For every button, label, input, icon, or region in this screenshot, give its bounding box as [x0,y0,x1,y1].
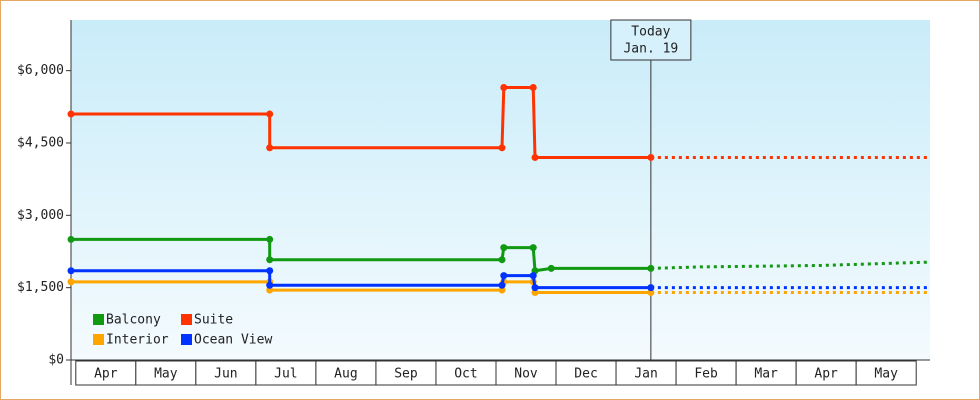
x-tick-label: Nov [514,367,538,382]
point [266,144,274,152]
legend-swatch [181,334,192,345]
point [531,153,539,161]
point [500,84,508,92]
x-tick-label: Sep [394,367,418,382]
point [531,288,539,296]
x-tick-label: May [874,367,898,382]
legend-label: Suite [194,313,233,328]
x-tick-label: Aug [334,367,357,382]
today-box [610,19,692,61]
y-tick-label: $6,000 [17,63,64,78]
point [266,110,274,118]
point [647,288,655,296]
point [498,144,506,152]
x-tick-label: Jan [634,367,657,382]
today-label: Jan. 19 [623,42,678,57]
x-tick-cell [735,360,797,386]
x-tick-cell [255,360,317,386]
point [531,284,539,292]
legend-label: Balcony [106,313,161,328]
series-line [71,86,651,159]
x-tick-label: Dec [574,367,597,382]
x-tick-cell [855,360,917,386]
legend-label: Ocean View [194,333,272,348]
x-tick-label: Feb [694,367,718,382]
point [266,256,274,264]
y-tick-label: $4,500 [17,135,64,150]
point [529,244,537,252]
point [647,264,655,272]
point [498,286,506,294]
x-tick-label: May [154,367,178,382]
point [547,264,555,272]
point [500,272,508,280]
x-tick-label: Jul [274,367,297,382]
x-tick-label: Apr [94,367,118,382]
point [529,272,537,280]
point [266,286,274,294]
x-tick-label: Mar [754,367,778,382]
legend-swatch [181,314,192,325]
plot-area [71,20,930,360]
point [498,256,506,264]
x-tick-label: Jun [214,367,237,382]
point [67,267,75,275]
point [67,278,75,286]
point [67,235,75,243]
x-tick-label: Oct [454,367,477,382]
point [647,153,655,161]
x-tick-label: Apr [814,367,838,382]
point [266,281,274,289]
x-tick-cell [495,360,557,386]
point [266,235,274,243]
x-tick-cell [375,360,437,386]
point [67,110,75,118]
legend-swatch [93,334,104,345]
y-tick-label: $0 [48,353,64,368]
x-tick-cell [615,360,677,386]
y-tick-label: $1,500 [17,280,64,295]
today-label: Today [631,25,670,40]
point [500,244,508,252]
point [498,281,506,289]
y-tick-label: $3,000 [17,208,64,223]
x-tick-cell [135,360,197,386]
legend-swatch [93,314,104,325]
point [529,84,537,92]
point [266,267,274,275]
point [647,284,655,292]
forecast-line [650,260,931,270]
legend-label: Interior [106,333,169,348]
